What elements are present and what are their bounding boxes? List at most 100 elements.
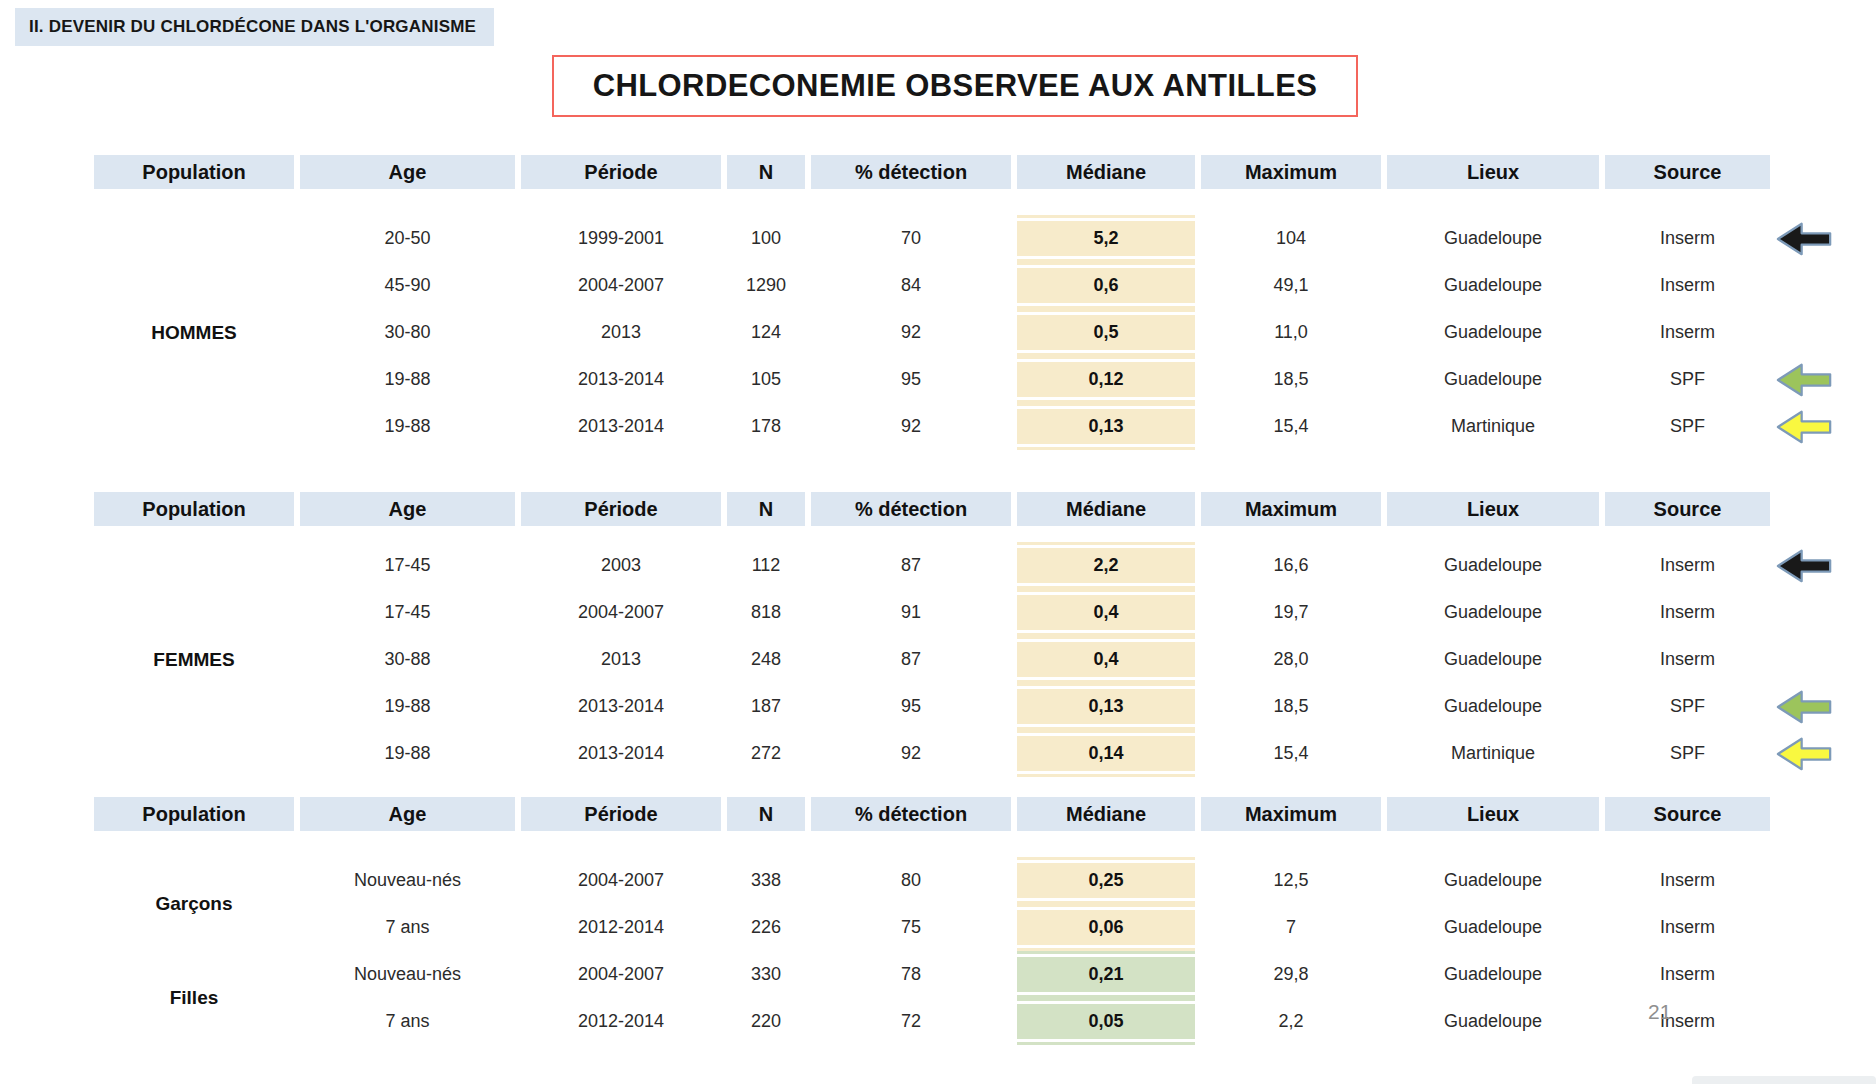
cell-age: 19-88 [300, 730, 515, 777]
cell-periode: 2013 [521, 636, 721, 683]
col-header-mediane: Médiane [1017, 492, 1195, 526]
col-header-lieux: Lieux [1387, 797, 1599, 831]
arrow-cell [1776, 403, 1846, 450]
cell-lieux: Guadeloupe [1387, 683, 1599, 730]
table-row: 19-88 2013-2014 272 92 0,14 15,4 Martini… [94, 730, 1846, 777]
cell-maximum: 19,7 [1201, 589, 1381, 636]
population-label: Garçons [94, 857, 294, 951]
table-row: Filles Nouveau-nés 2004-2007 330 78 0,21… [94, 951, 1846, 998]
cell-detection: 92 [811, 730, 1011, 777]
cell-source: SPF [1605, 683, 1770, 730]
mediane-cell: 0,4 [1017, 636, 1195, 683]
cell-age: 30-80 [300, 309, 515, 356]
cell-detection: 91 [811, 589, 1011, 636]
cell-maximum: 16,6 [1201, 542, 1381, 589]
header-row: Population Age Période N % détection Méd… [94, 492, 1846, 526]
cell-periode: 2003 [521, 542, 721, 589]
cell-n: 178 [727, 403, 805, 450]
cell-periode: 2013-2014 [521, 356, 721, 403]
cell-n: 226 [727, 904, 805, 951]
cell-detection: 87 [811, 542, 1011, 589]
arrow-gutter-header [1776, 155, 1846, 189]
arrow-cell-empty [1776, 589, 1846, 636]
cell-source: SPF [1605, 403, 1770, 450]
cell-source: SPF [1605, 730, 1770, 777]
cell-detection: 72 [811, 998, 1011, 1045]
cell-detection: 70 [811, 215, 1011, 262]
arrow-cell [1776, 356, 1846, 403]
cell-periode: 2013-2014 [521, 683, 721, 730]
cell-age: 7 ans [300, 998, 515, 1045]
arrow-gutter-header [1776, 797, 1846, 831]
table-enfants: Population Age Période N % détection Méd… [88, 797, 1852, 1045]
cell-lieux: Guadeloupe [1387, 215, 1599, 262]
cell-n: 124 [727, 309, 805, 356]
bottom-edge-strip [1692, 1076, 1876, 1084]
cell-maximum: 28,0 [1201, 636, 1381, 683]
cell-source: Inserm [1605, 262, 1770, 309]
col-header-periode: Période [521, 797, 721, 831]
mediane-cell: 0,5 [1017, 309, 1195, 356]
cell-age: Nouveau-nés [300, 857, 515, 904]
table-row: 17-45 2004-2007 818 91 0,4 19,7 Guadelou… [94, 589, 1846, 636]
arrow-cell [1776, 730, 1846, 777]
yellow-left-arrow-icon [1776, 735, 1833, 773]
cell-lieux: Guadeloupe [1387, 904, 1599, 951]
table-gap-row [94, 831, 1846, 857]
mediane-cell: 0,05 [1017, 998, 1195, 1045]
header-row: Population Age Période N % détection Méd… [94, 155, 1846, 189]
cell-periode: 2004-2007 [521, 589, 721, 636]
arrow-cell [1776, 542, 1846, 589]
mediane-cell: 0,25 [1017, 857, 1195, 904]
table-row: 19-88 2013-2014 187 95 0,13 18,5 Guadelo… [94, 683, 1846, 730]
cell-maximum: 15,4 [1201, 730, 1381, 777]
table-row: 30-80 2013 124 92 0,5 11,0 Guadeloupe In… [94, 309, 1846, 356]
table-row: 30-88 2013 248 87 0,4 28,0 Guadeloupe In… [94, 636, 1846, 683]
col-header-age: Age [300, 492, 515, 526]
table-femmes: Population Age Période N % détection Méd… [88, 492, 1852, 777]
cell-detection: 78 [811, 951, 1011, 998]
page-number: 21 [1648, 1000, 1671, 1024]
cell-source: Inserm [1605, 636, 1770, 683]
cell-maximum: 2,2 [1201, 998, 1381, 1045]
col-header-lieux: Lieux [1387, 492, 1599, 526]
cell-maximum: 11,0 [1201, 309, 1381, 356]
cell-detection: 92 [811, 403, 1011, 450]
table-row: FEMMES 17-45 2003 112 87 2,2 16,6 Guadel… [94, 542, 1846, 589]
arrow-cell-empty [1776, 904, 1846, 951]
spacer-cell [94, 526, 1846, 542]
cell-periode: 2004-2007 [521, 857, 721, 904]
cell-source: Inserm [1605, 904, 1770, 951]
cell-maximum: 18,5 [1201, 356, 1381, 403]
col-header-mediane: Médiane [1017, 797, 1195, 831]
arrow-cell-empty [1776, 998, 1846, 1045]
slide-title-box: CHLORDECONEMIE OBSERVEE AUX ANTILLES [552, 55, 1358, 117]
col-header-n: N [727, 155, 805, 189]
col-header-n: N [727, 797, 805, 831]
mediane-cell: 0,12 [1017, 356, 1195, 403]
col-header-periode: Période [521, 492, 721, 526]
cell-source: Inserm [1605, 589, 1770, 636]
cell-age: 19-88 [300, 356, 515, 403]
col-header-maximum: Maximum [1201, 155, 1381, 189]
cell-age: 7 ans [300, 904, 515, 951]
arrow-cell-empty [1776, 309, 1846, 356]
cell-lieux: Guadeloupe [1387, 262, 1599, 309]
cell-detection: 84 [811, 262, 1011, 309]
cell-source: Inserm [1605, 309, 1770, 356]
table-row: 7 ans 2012-2014 226 75 0,06 7 Guadeloupe… [94, 904, 1846, 951]
table-row: Garçons Nouveau-nés 2004-2007 338 80 0,2… [94, 857, 1846, 904]
cell-periode: 2004-2007 [521, 262, 721, 309]
cell-n: 187 [727, 683, 805, 730]
cell-lieux: Martinique [1387, 730, 1599, 777]
arrow-cell [1776, 683, 1846, 730]
col-header-maximum: Maximum [1201, 492, 1381, 526]
table-gap-row [94, 526, 1846, 542]
cell-age: 20-50 [300, 215, 515, 262]
cell-periode: 2012-2014 [521, 904, 721, 951]
cell-detection: 87 [811, 636, 1011, 683]
cell-n: 272 [727, 730, 805, 777]
cell-age: 19-88 [300, 403, 515, 450]
mediane-cell: 0,6 [1017, 262, 1195, 309]
mediane-cell: 0,13 [1017, 403, 1195, 450]
